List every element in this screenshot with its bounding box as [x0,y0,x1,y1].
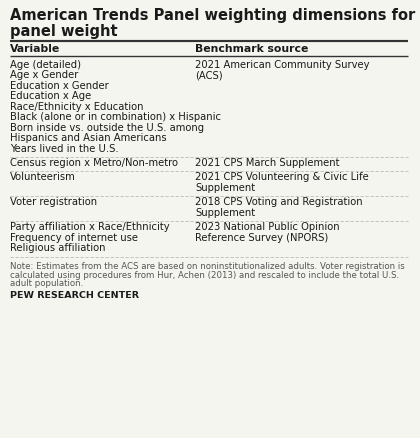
Text: Race/Ethnicity x Education: Race/Ethnicity x Education [10,102,144,112]
Text: Note: Estimates from the ACS are based on noninstitutionalized adults. Voter reg: Note: Estimates from the ACS are based o… [10,261,405,271]
Text: Black (alone or in combination) x Hispanic: Black (alone or in combination) x Hispan… [10,112,221,122]
Text: (ACS): (ACS) [195,71,223,81]
Text: Variable: Variable [10,43,60,53]
Text: 2018 CPS Voting and Registration: 2018 CPS Voting and Registration [195,197,362,207]
Text: 2021 American Community Survey: 2021 American Community Survey [195,60,370,70]
Text: Supplement: Supplement [195,183,255,193]
Text: panel weight: panel weight [10,24,118,39]
Text: Age x Gender: Age x Gender [10,71,79,81]
Text: Reference Survey (NPORS): Reference Survey (NPORS) [195,233,328,243]
Text: Born inside vs. outside the U.S. among: Born inside vs. outside the U.S. among [10,123,204,133]
Text: 2021 CPS Volunteering & Civic Life: 2021 CPS Volunteering & Civic Life [195,173,369,183]
Text: Census region x Metro/Non-metro: Census region x Metro/Non-metro [10,158,178,168]
Text: Education x Gender: Education x Gender [10,81,109,91]
Text: Supplement: Supplement [195,208,255,218]
Text: Hispanics and Asian Americans: Hispanics and Asian Americans [10,133,167,143]
Text: adult population.: adult population. [10,279,83,289]
Text: Education x Age: Education x Age [10,92,91,101]
Text: Party affiliation x Race/Ethnicity: Party affiliation x Race/Ethnicity [10,222,170,232]
Text: Religious affiliation: Religious affiliation [10,243,105,253]
Text: Years lived in the U.S.: Years lived in the U.S. [10,144,118,154]
Text: 2023 National Public Opinion: 2023 National Public Opinion [195,222,340,232]
Text: calculated using procedures from Hur, Achen (2013) and rescaled to include the t: calculated using procedures from Hur, Ac… [10,271,399,279]
Text: Benchmark source: Benchmark source [195,43,308,53]
Text: Frequency of internet use: Frequency of internet use [10,233,138,243]
Text: Age (detailed): Age (detailed) [10,60,81,70]
Text: 2021 CPS March Supplement: 2021 CPS March Supplement [195,158,339,168]
Text: Volunteerism: Volunteerism [10,173,76,183]
Text: PEW RESEARCH CENTER: PEW RESEARCH CENTER [10,291,139,300]
Text: American Trends Panel weighting dimensions for full-: American Trends Panel weighting dimensio… [10,8,420,23]
Text: Voter registration: Voter registration [10,197,97,207]
